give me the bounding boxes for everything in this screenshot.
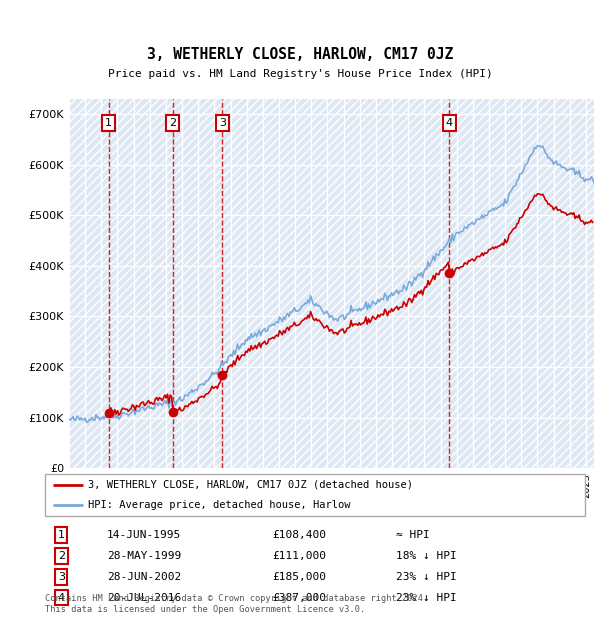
Text: 23% ↓ HPI: 23% ↓ HPI [396,572,457,582]
Text: £185,000: £185,000 [272,572,326,582]
Text: 28-JUN-2002: 28-JUN-2002 [107,572,181,582]
Text: 1: 1 [58,530,65,540]
Text: 3, WETHERLY CLOSE, HARLOW, CM17 0JZ: 3, WETHERLY CLOSE, HARLOW, CM17 0JZ [147,47,453,62]
Text: 28-MAY-1999: 28-MAY-1999 [107,551,181,561]
Text: 2: 2 [58,551,65,561]
Text: Contains HM Land Registry data © Crown copyright and database right 2024.
This d: Contains HM Land Registry data © Crown c… [45,595,428,614]
Text: 3, WETHERLY CLOSE, HARLOW, CM17 0JZ (detached house): 3, WETHERLY CLOSE, HARLOW, CM17 0JZ (det… [88,480,413,490]
Text: ≈ HPI: ≈ HPI [396,530,430,540]
Text: 1: 1 [105,118,112,128]
Text: 18% ↓ HPI: 18% ↓ HPI [396,551,457,561]
Text: 2: 2 [169,118,176,128]
Text: HPI: Average price, detached house, Harlow: HPI: Average price, detached house, Harl… [88,500,350,510]
Text: 23% ↓ HPI: 23% ↓ HPI [396,593,457,603]
Text: 3: 3 [58,572,65,582]
Text: 3: 3 [219,118,226,128]
FancyBboxPatch shape [45,474,585,516]
Text: 20-JUL-2016: 20-JUL-2016 [107,593,181,603]
Text: 4: 4 [58,593,65,603]
Text: £108,400: £108,400 [272,530,326,540]
Text: 4: 4 [446,118,453,128]
Text: 14-JUN-1995: 14-JUN-1995 [107,530,181,540]
Text: £111,000: £111,000 [272,551,326,561]
Text: £387,000: £387,000 [272,593,326,603]
Text: Price paid vs. HM Land Registry's House Price Index (HPI): Price paid vs. HM Land Registry's House … [107,69,493,79]
